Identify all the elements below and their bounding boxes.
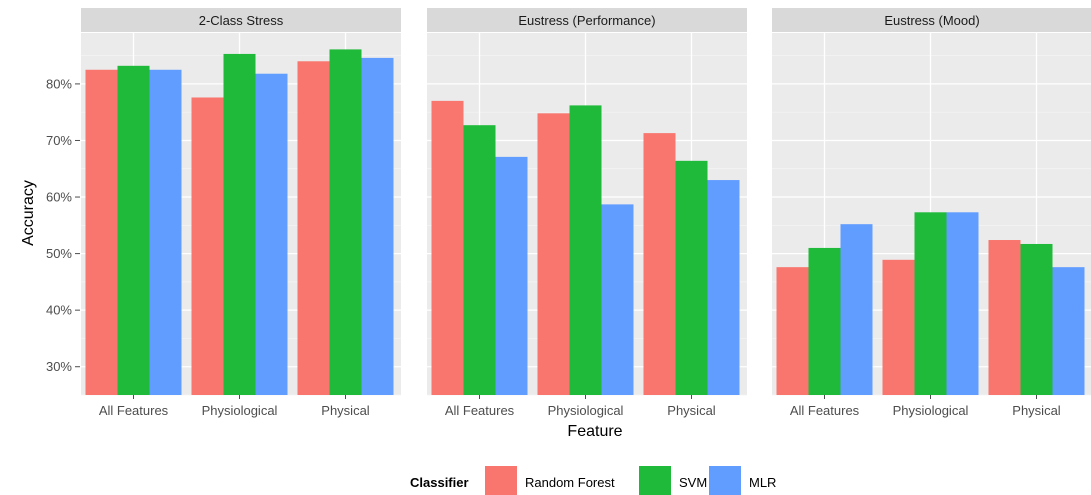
bar-svm	[914, 212, 947, 395]
facet-title: 2-Class Stress	[199, 13, 284, 28]
y-axis-labels: 30% 40% 50% 60% 70% 80%	[46, 76, 80, 374]
bar-mlr	[495, 156, 528, 395]
facet-title: Eustress (Mood)	[884, 13, 979, 28]
y-axis-title: Accuracy	[20, 180, 37, 246]
bar-mlr	[1052, 267, 1085, 395]
y-tick-label: 70%	[46, 133, 72, 148]
bar-random-forest	[988, 240, 1021, 395]
bar-svm	[117, 65, 150, 396]
bar-mlr	[149, 69, 182, 395]
facet-title: Eustress (Performance)	[518, 13, 655, 28]
bar-mlr	[946, 212, 979, 395]
x-tick-label: Physiological	[548, 403, 624, 418]
facet-strip	[427, 8, 747, 32]
x-tick-label: Physical	[1012, 403, 1061, 418]
x-tick-label: Physical	[667, 403, 716, 418]
bar-mlr	[601, 204, 634, 395]
bar-svm	[808, 247, 841, 395]
legend-title: Classifier	[410, 475, 469, 490]
legend-key-random-forest	[485, 466, 517, 495]
bar-svm	[329, 49, 362, 395]
bar-mlr	[840, 224, 873, 395]
facet-panel: Eustress (Mood) All Features Physiological…	[772, 8, 1091, 418]
facet-strip	[81, 8, 401, 32]
legend-label: SVM	[679, 475, 707, 490]
x-tick-label: All Features	[99, 403, 169, 418]
bar-svm	[569, 105, 602, 396]
legend-key-mlr	[709, 466, 741, 495]
facet-panels: 2-Class Stress All Features Physiological P…	[81, 8, 1091, 418]
y-tick-label: 80%	[46, 76, 72, 91]
legend-key-svm	[639, 466, 671, 495]
bar-mlr	[707, 180, 740, 395]
y-tick-label: 50%	[46, 246, 72, 261]
bar-svm	[223, 53, 256, 395]
bar-mlr	[255, 73, 288, 395]
y-tick-label: 30%	[46, 359, 72, 374]
facet-strip	[772, 8, 1091, 32]
bar-random-forest	[882, 259, 915, 395]
facet-panel: 2-Class Stress All Features Physiological P…	[81, 8, 401, 418]
y-tick-label: 40%	[46, 303, 72, 318]
bar-random-forest	[643, 133, 676, 395]
x-tick-label: Physical	[321, 403, 370, 418]
x-tick-label: Physiological	[893, 403, 969, 418]
x-tick-label: Physiological	[202, 403, 278, 418]
legend: Classifier Random Forest SVM MLR	[410, 466, 776, 495]
bar-random-forest	[431, 100, 464, 395]
x-axis-title: Feature	[567, 423, 622, 440]
legend-label: Random Forest	[525, 475, 615, 490]
bar-svm	[1020, 243, 1053, 395]
bar-random-forest	[85, 69, 118, 395]
x-tick-label: All Features	[445, 403, 515, 418]
legend-label: MLR	[749, 475, 776, 490]
bar-random-forest	[191, 97, 224, 395]
bar-random-forest	[297, 61, 330, 395]
bar-svm	[675, 160, 708, 395]
bar-random-forest	[537, 113, 570, 395]
bar-svm	[463, 125, 496, 396]
bar-mlr	[361, 57, 394, 395]
bar-random-forest	[776, 267, 809, 395]
y-tick-label: 60%	[46, 190, 72, 205]
facet-panel: Eustress (Performance) All Features Physio…	[427, 8, 747, 418]
x-tick-label: All Features	[790, 403, 860, 418]
